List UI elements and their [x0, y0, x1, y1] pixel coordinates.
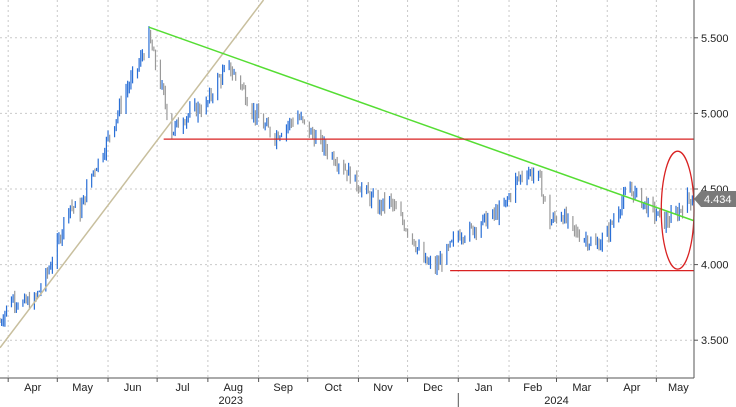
y-tick-label: 5.500: [701, 33, 729, 45]
descending-trendline: [148, 26, 695, 222]
grid: [0, 0, 698, 382]
x-tick-label: Jan: [475, 382, 493, 394]
x-tick-label: Jul: [175, 382, 189, 394]
x-tick-label: Mar: [572, 382, 591, 394]
x-tick-label: May: [668, 382, 689, 394]
x-tick-label: Oct: [325, 382, 342, 394]
x-tick-label: Apr: [24, 382, 41, 394]
year-label: 2024: [544, 395, 568, 407]
rising-trendline: [0, 0, 265, 349]
x-tick-label: Nov: [373, 382, 393, 394]
x-tick-label: Sep: [273, 382, 293, 394]
x-tick-label: Apr: [623, 382, 640, 394]
last-price-tag: 4.434: [694, 190, 736, 207]
y-tick-label: 5.000: [701, 108, 729, 120]
year-label: 2023: [219, 395, 243, 407]
y-tick-label: 3.500: [701, 335, 729, 347]
price-bars: [0, 26, 695, 327]
x-tick-label: Dec: [423, 382, 443, 394]
y-tick-label: 4.000: [701, 260, 729, 272]
last-price-box: [694, 190, 736, 207]
axes: [0, 0, 695, 379]
x-tick-label: May: [72, 382, 93, 394]
x-tick-label: Aug: [223, 382, 243, 394]
x-tick-label: Feb: [523, 382, 542, 394]
last-price-label: 4.434: [704, 194, 732, 206]
x-tick-label: Jun: [124, 382, 142, 394]
